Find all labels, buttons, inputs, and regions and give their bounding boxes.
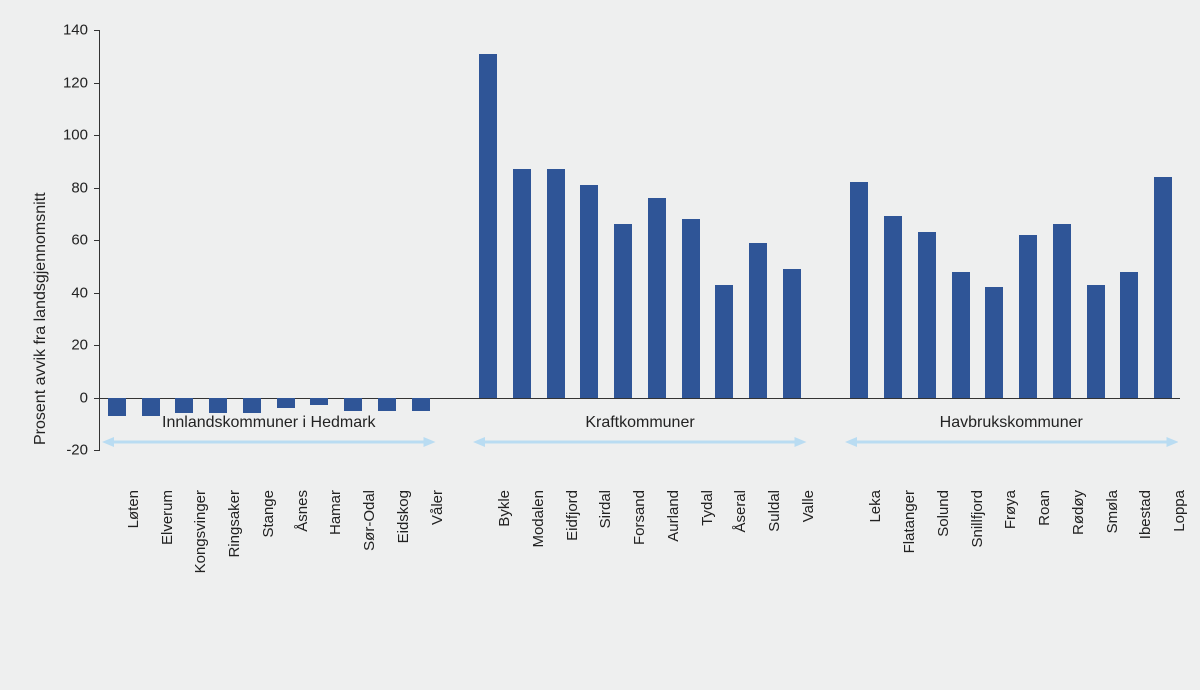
bar: [513, 169, 531, 397]
x-tick-label: Stange: [260, 490, 277, 690]
y-tick: [94, 450, 100, 451]
group-arrow: [102, 436, 436, 448]
x-tick-label: Hamar: [327, 490, 344, 690]
x-tick-label: Solund: [935, 490, 952, 690]
x-tick-label: Frøya: [1002, 490, 1019, 690]
x-tick-label: Snillfjord: [969, 490, 986, 690]
y-tick: [94, 240, 100, 241]
bar: [277, 398, 295, 409]
x-tick-label: Modalen: [530, 490, 547, 690]
bar: [378, 398, 396, 411]
x-tick-label: Smøla: [1104, 490, 1121, 690]
x-tick-label: Rødøy: [1070, 490, 1087, 690]
bar: [412, 398, 430, 411]
bar: [648, 198, 666, 398]
x-tick-label: Eidfjord: [564, 490, 581, 690]
bar: [547, 169, 565, 397]
x-tick-label: Tydal: [699, 490, 716, 690]
bar: [985, 287, 1003, 397]
y-tick: [94, 293, 100, 294]
x-tick-label: Elverum: [159, 490, 176, 690]
bar: [1154, 177, 1172, 398]
bar: [310, 398, 328, 406]
group-label: Innlandskommuner i Hedmark: [69, 414, 469, 432]
x-tick-label: Ibestad: [1137, 490, 1154, 690]
bar: [918, 232, 936, 397]
x-tick-label: Suldal: [766, 490, 783, 690]
bar: [1120, 272, 1138, 398]
x-tick-label: Forsand: [631, 490, 648, 690]
bar: [1087, 285, 1105, 398]
x-tick-label: Løten: [125, 490, 142, 690]
bar: [344, 398, 362, 411]
x-tick-label: Valle: [800, 490, 817, 690]
x-tick-label: Leka: [867, 490, 884, 690]
bar: [1019, 235, 1037, 398]
x-tick-label: Sør-Odal: [361, 490, 378, 690]
y-tick: [94, 135, 100, 136]
bar: [715, 285, 733, 398]
x-tick-label: Loppa: [1171, 490, 1188, 690]
bar: [243, 398, 261, 414]
x-tick-label: Våler: [429, 490, 446, 690]
chart-container: -20020406080100120140Prosent avvik fra l…: [0, 0, 1200, 614]
x-tick-label: Åsnes: [294, 490, 311, 690]
x-tick-label: Aurland: [665, 490, 682, 690]
x-tick-label: Bykle: [496, 490, 513, 690]
group-label: Kraftkommuner: [440, 414, 840, 432]
bar: [952, 272, 970, 398]
bar: [682, 219, 700, 398]
x-tick-label: Sirdal: [597, 490, 614, 690]
bar: [1053, 224, 1071, 397]
x-tick-label: Roan: [1036, 490, 1053, 690]
y-tick-label: 100: [0, 127, 88, 144]
y-tick: [94, 188, 100, 189]
y-tick: [94, 83, 100, 84]
bar: [175, 398, 193, 414]
bar: [749, 243, 767, 398]
group-arrow: [473, 436, 807, 448]
y-axis-title: Prosent avvik fra landsgjennomsnitt: [32, 192, 50, 445]
x-tick-label: Eidskog: [395, 490, 412, 690]
group-label: Havbrukskommuner: [811, 414, 1200, 432]
group-arrow: [845, 436, 1179, 448]
x-tick-label: Flatanger: [901, 490, 918, 690]
x-tick-label: Åseral: [732, 490, 749, 690]
bar: [209, 398, 227, 414]
y-tick-label: 120: [0, 74, 88, 91]
bar: [580, 185, 598, 398]
bar: [479, 54, 497, 398]
x-tick-label: Kongsvinger: [192, 490, 209, 690]
bar: [614, 224, 632, 397]
y-tick: [94, 30, 100, 31]
y-tick-label: 140: [0, 22, 88, 39]
bar: [884, 216, 902, 397]
x-tick-label: Ringsaker: [226, 490, 243, 690]
zero-line: [100, 398, 1180, 399]
bar: [850, 182, 868, 397]
y-tick: [94, 345, 100, 346]
bar: [783, 269, 801, 398]
